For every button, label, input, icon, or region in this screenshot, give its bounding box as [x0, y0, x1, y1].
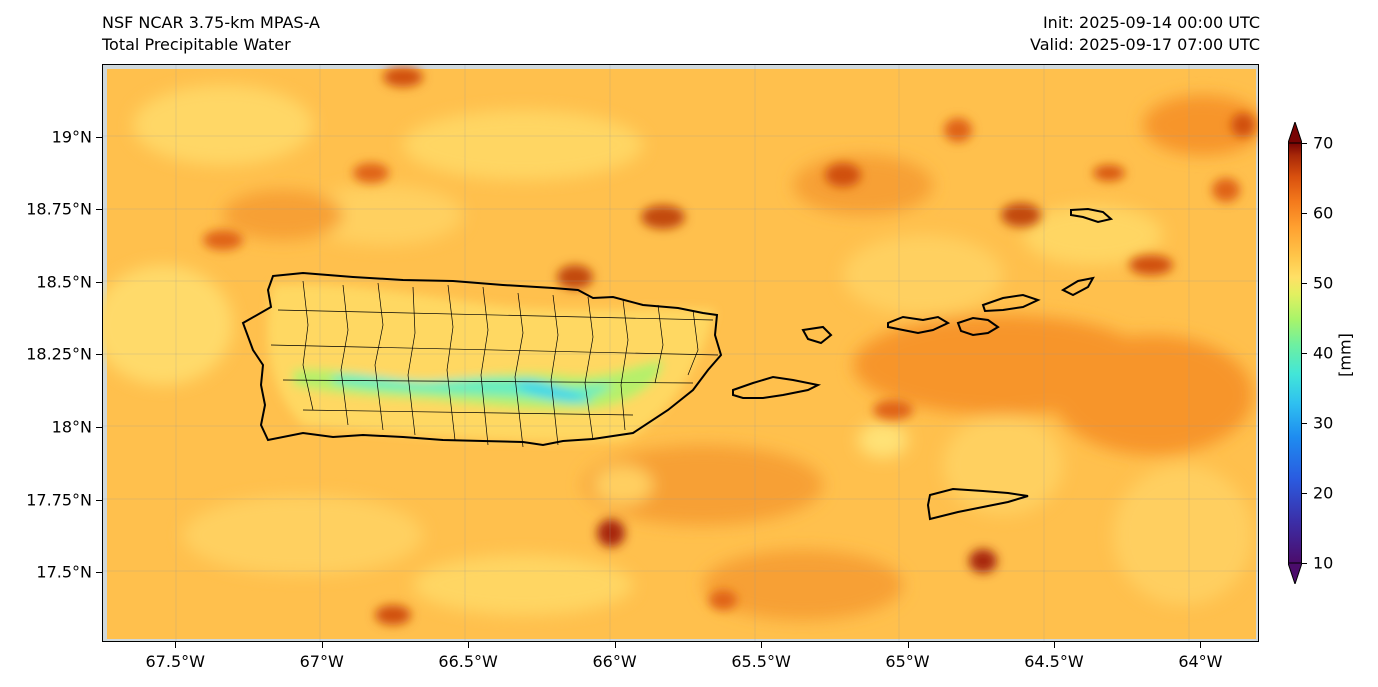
lat-tick-label: 18.75°N [26, 199, 92, 219]
colorbar-min-extend [1288, 562, 1302, 584]
init-time: Init: 2025-09-14 00:00 UTC [1042, 13, 1260, 32]
colorbar-tick-label: 30 [1313, 413, 1334, 433]
tortola-coast [981, 293, 1041, 313]
lon-tick-label: 64.5°W [1024, 652, 1084, 671]
lon-tick-label: 66.5°W [438, 652, 498, 671]
lon-tick-mark [907, 642, 909, 648]
lat-tick-mark [96, 354, 102, 356]
lon-tick-label: 67°W [299, 652, 344, 671]
colorbar-tick-mark [1302, 423, 1307, 424]
lon-tick-mark [761, 642, 763, 648]
culebra-coast [801, 325, 833, 345]
colorbar-tick-mark [1302, 143, 1307, 144]
colorbar-tick-label: 50 [1313, 273, 1334, 293]
colorbar-tick-label: 40 [1313, 343, 1334, 363]
lat-tick-label: 17.5°N [36, 562, 92, 582]
moisture-patches [103, 85, 1258, 620]
virgin-gorda-coast [1060, 276, 1095, 297]
colorbar-gradient [1288, 142, 1302, 564]
field-name: Total Precipitable Water [102, 35, 291, 54]
lon-tick-mark [175, 642, 177, 648]
valid-time: Valid: 2025-09-17 07:00 UTC [1029, 35, 1260, 54]
lon-tick-label: 64°W [1178, 652, 1223, 671]
lon-tick-mark [321, 642, 323, 648]
lat-tick-mark [96, 499, 102, 501]
colorbar-tick-mark [1302, 283, 1307, 284]
colorbar-tick-mark [1302, 353, 1307, 354]
colorbar-tick-label: 70 [1313, 133, 1334, 153]
time-info-block: Init: 2025-09-14 00:00 UTC Valid: 2025-0… [1030, 12, 1260, 56]
vieques-coast [732, 375, 822, 399]
lat-tick-label: 18.5°N [36, 272, 92, 292]
puerto-rico-coast [241, 271, 723, 447]
colorbar-tick-mark [1302, 493, 1307, 494]
colorbar [1288, 122, 1302, 584]
lat-tick-mark [96, 281, 102, 283]
lon-tick-label: 65.5°W [731, 652, 791, 671]
model-name: NSF NCAR 3.75-km MPAS-A [102, 13, 320, 32]
graticule [103, 65, 1258, 641]
lon-tick-mark [1053, 642, 1055, 648]
st-croix-coast [926, 487, 1029, 521]
lat-tick-label: 17.75°N [26, 490, 92, 510]
coastlines [241, 207, 1114, 521]
lon-tick-mark [1200, 642, 1202, 648]
lat-tick-mark [96, 136, 102, 138]
colorbar-unit-label: [mm] [1335, 333, 1355, 377]
precipitable-water-map [103, 65, 1258, 641]
lat-tick-label: 18°N [51, 417, 92, 437]
anegada-coast [1070, 207, 1114, 224]
map-panel[interactable] [102, 64, 1259, 642]
lat-tick-mark [96, 572, 102, 574]
lat-tick-mark [96, 427, 102, 429]
colorbar-tick-label: 10 [1313, 553, 1334, 573]
lat-tick-label: 18.25°N [26, 344, 92, 364]
st-john-coast [956, 316, 1000, 337]
colorbar-tick-label: 60 [1313, 203, 1334, 223]
lon-tick-label: 66°W [592, 652, 637, 671]
colorbar-tick-label: 20 [1313, 483, 1334, 503]
lon-tick-mark [614, 642, 616, 648]
lon-tick-label: 67.5°W [145, 652, 205, 671]
moisture-maxima [203, 67, 1255, 625]
chart-title-block: NSF NCAR 3.75-km MPAS-A Total Precipitab… [102, 12, 320, 56]
lon-tick-mark [468, 642, 470, 648]
st-thomas-coast [887, 315, 951, 335]
lat-tick-label: 19°N [51, 127, 92, 147]
municipal-boundaries [270, 280, 719, 448]
lat-tick-mark [96, 209, 102, 211]
colorbar-max-extend [1288, 122, 1302, 144]
colorbar-tick-mark [1302, 213, 1307, 214]
lon-tick-label: 65°W [885, 652, 930, 671]
colorbar-tick-mark [1302, 563, 1307, 564]
